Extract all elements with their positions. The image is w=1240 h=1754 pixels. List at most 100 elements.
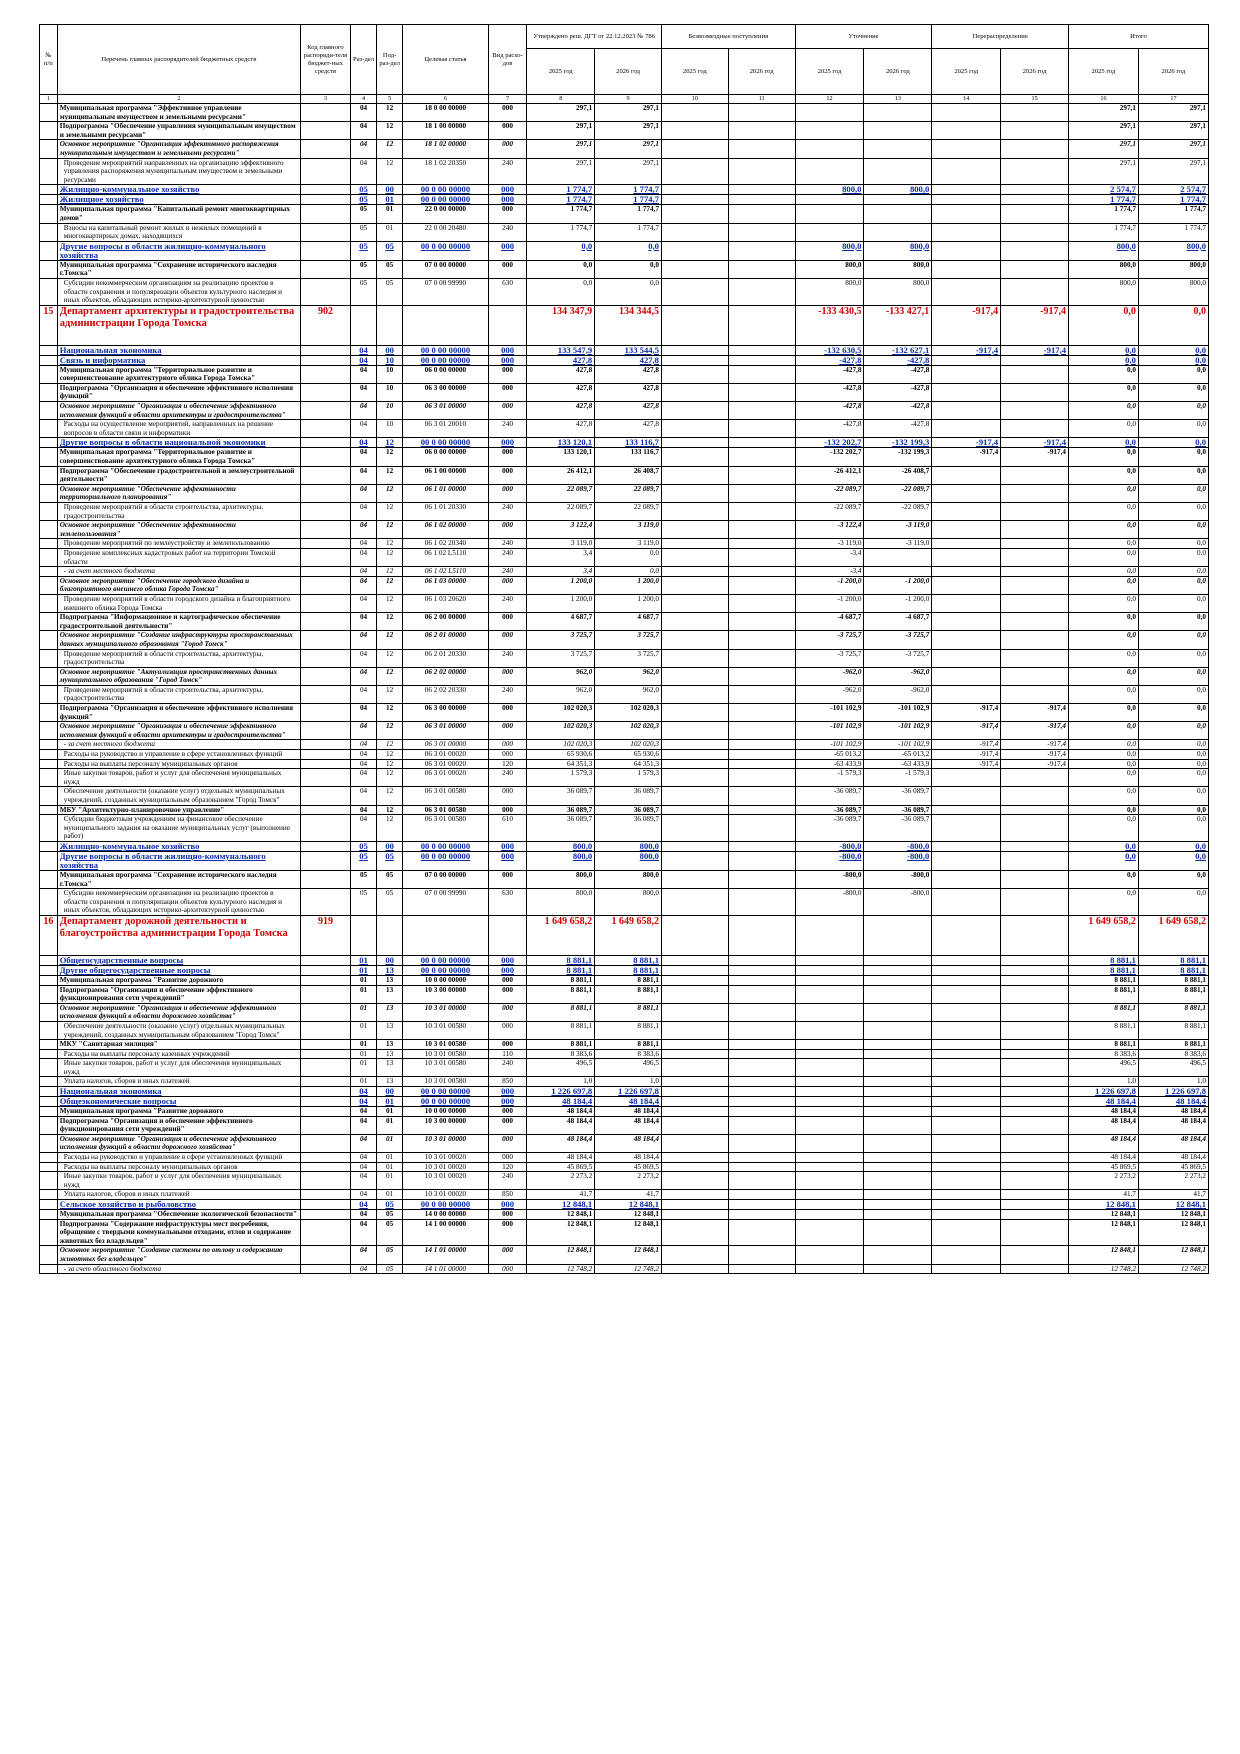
approved-2026-cell: 65 930,6	[594, 749, 662, 760]
razdel-cell: 04	[349, 1245, 378, 1265]
column-number: 14	[931, 94, 1002, 104]
approved-2026-cell: 133 116,7	[594, 447, 662, 467]
approved-2025-cell: 3 122,4	[526, 520, 596, 540]
clarification-2026-cell: -3 725,7	[863, 630, 933, 650]
clarification-2025-cell	[794, 1086, 865, 1098]
redistribution-2025-cell	[931, 914, 1002, 956]
target-article-cell: 00 0 00 00000	[402, 964, 489, 976]
expense-type-cell: 240	[487, 222, 528, 242]
row-name-cell: Муниципальная программа "Территориальное…	[56, 364, 301, 384]
section-row: Связь и информатика 04 10 00 0 00 00000 000 4…	[39, 354, 1210, 366]
redistribution-2026-cell	[1000, 483, 1069, 504]
gratis-2025-cell	[660, 666, 729, 686]
clarification-2025-cell: -800,0	[794, 840, 865, 852]
grbs-code-cell	[299, 465, 352, 485]
total-2025-cell: 2 273,2	[1068, 1171, 1139, 1191]
expense-type-cell: 240	[487, 684, 528, 705]
approved-2026-cell: 12 748,2	[594, 1263, 662, 1275]
clarification-2025-cell: -962,0	[794, 666, 865, 686]
approved-2026-cell: 8 881,1	[594, 1002, 662, 1022]
table-row: Подпрограмма "Организация и обеспечение …	[39, 382, 1210, 403]
expense-type-cell: 240	[487, 1058, 528, 1078]
grbs-code-cell	[299, 501, 352, 522]
table-row: Проведение комплексных кадастровых работ…	[39, 547, 1210, 568]
gratis-2025-cell	[660, 1096, 729, 1108]
table-row: Основное мероприятие "Организация и обес…	[39, 401, 1210, 421]
total-2026-cell: 1 649 658,2	[1137, 914, 1210, 956]
approved-2026-cell: 1 200,0	[594, 575, 662, 595]
gratis-2025-cell	[660, 259, 729, 279]
redistribution-2026-cell	[1000, 401, 1069, 421]
grbs-code-cell	[299, 204, 352, 224]
gratis-2026-cell	[727, 401, 796, 421]
clarification-2025-cell: -132 202,7	[794, 447, 865, 467]
grbs-code-cell	[299, 520, 352, 540]
total-2025-cell: 1 774,7	[1068, 204, 1139, 224]
redistribution-2026-cell	[1000, 102, 1069, 123]
gratis-2026-cell	[727, 194, 796, 206]
clarification-2025-cell: -4 687,7	[794, 612, 865, 632]
grbs-code-cell	[299, 768, 352, 788]
expense-type-cell: 000	[487, 612, 528, 632]
clarification-2025-cell	[794, 1076, 865, 1088]
gratis-2026-cell	[727, 1039, 796, 1050]
total-2025-cell: 8 881,1	[1068, 964, 1139, 976]
gratis-2026-cell	[727, 786, 796, 806]
expense-type-cell: 000	[487, 786, 528, 806]
gratis-2025-cell	[660, 1106, 729, 1117]
gratis-2025-cell	[660, 964, 729, 976]
table-row: Подпрограмма "Обеспечение управления мун…	[39, 121, 1210, 141]
approved-2026-cell: 8 881,1	[594, 1020, 662, 1041]
approved-2026-cell: 3 725,7	[594, 630, 662, 650]
approved-2026-cell: 133 544,5	[594, 344, 662, 356]
expense-type-cell: 000	[487, 1209, 528, 1220]
redistribution-2026-cell	[1000, 1106, 1069, 1117]
grbs-code-cell	[299, 184, 352, 196]
section-row: Другие общегосударственные вопросы 01 13 00…	[39, 964, 1210, 976]
clarification-2026-cell: -962,0	[863, 666, 933, 686]
gratis-2026-cell	[727, 1263, 796, 1275]
gratis-2026-cell	[727, 721, 796, 741]
redistribution-2025-cell	[931, 840, 1002, 852]
column-number: 1	[39, 94, 58, 104]
expense-type-cell: 000	[487, 1152, 528, 1163]
gratis-2026-cell	[727, 1171, 796, 1191]
redistribution-2025-cell: -917,4	[931, 721, 1002, 741]
target-article-cell: 06 1 02 L5110	[402, 566, 489, 577]
row-name-cell: Обеспечение деятельности (оказание услуг…	[56, 786, 301, 806]
clarification-2026-cell: -962,0	[863, 684, 933, 705]
razdel-cell: 04	[349, 575, 378, 595]
gratis-2025-cell	[660, 382, 729, 403]
year-2025-header: 2025 год	[931, 48, 1002, 95]
total-2025-cell: 12 848,1	[1068, 1245, 1139, 1265]
clarification-2025-cell	[794, 1245, 865, 1265]
approved-2025-cell: 36 089,7	[526, 814, 596, 842]
redistribution-2025-cell	[931, 1058, 1002, 1078]
podrazdel-cell: 12	[376, 501, 404, 522]
gratis-2025-cell	[660, 739, 729, 751]
department-row: 15 Департамент архитектуры и градостроите…	[39, 304, 1210, 346]
target-article-cell: 06 3 00 00000	[402, 382, 489, 403]
approved-2026-cell: 48 184,4	[594, 1096, 662, 1108]
target-article-cell: 06 1 03 20620	[402, 593, 489, 614]
col-no-header: № п/п	[39, 24, 58, 95]
approved-2026-cell: 102 020,3	[594, 703, 662, 723]
gratis-2025-cell	[660, 184, 729, 196]
gratis-2025-cell	[660, 850, 729, 871]
row-number-cell	[39, 888, 58, 916]
expense-type-cell: 000	[487, 1096, 528, 1108]
gratis-2026-cell	[727, 304, 796, 346]
total-2026-cell: 0,0	[1137, 547, 1210, 568]
table-row: Расходы на руководство и управление в сф…	[39, 749, 1210, 760]
row-number-cell	[39, 1106, 58, 1117]
podrazdel-cell: 13	[376, 1020, 404, 1041]
approved-2026-cell: 45 869,5	[594, 1161, 662, 1173]
target-article-cell: 00 0 00 00000	[402, 194, 489, 206]
redistribution-2025-cell	[931, 1002, 1002, 1022]
approved-2026-cell: 36 089,7	[594, 814, 662, 842]
target-article-cell: 00 0 00 00000	[402, 1096, 489, 1108]
approved-2026-cell: 64 351,3	[594, 758, 662, 770]
expense-type-cell: 240	[487, 501, 528, 522]
razdel-cell: 04	[349, 768, 378, 788]
redistribution-2025-cell	[931, 364, 1002, 384]
